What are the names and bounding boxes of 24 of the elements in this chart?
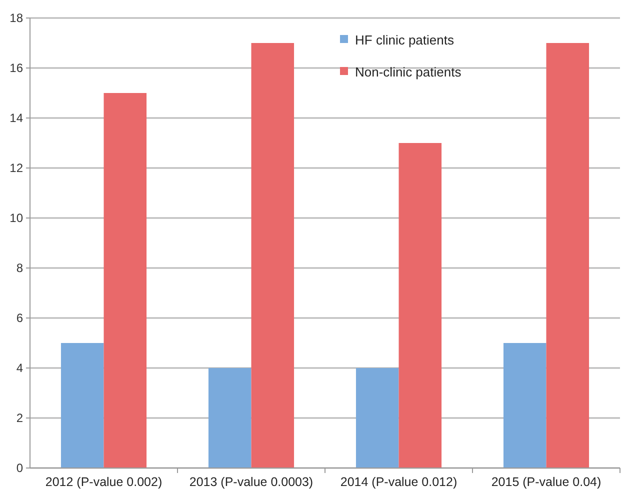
y-tick-label: 18	[10, 11, 24, 26]
bar	[104, 93, 147, 468]
y-tick-label: 6	[16, 311, 24, 326]
y-tick-label: 12	[10, 161, 24, 176]
legend-label: Non-clinic patients	[355, 64, 462, 80]
x-tick-label: 2013 (P-value 0.0003)	[189, 475, 314, 489]
y-tick-label: 16	[10, 61, 24, 76]
bar	[398, 143, 442, 468]
y-tick-label: 10	[10, 211, 24, 226]
bar	[208, 368, 252, 468]
bar	[546, 43, 590, 468]
x-tick-label: 2015 (P-value 0.04)	[491, 475, 602, 489]
x-tick-label: 2012 (P-value 0.002)	[45, 475, 162, 489]
y-tick-label: 0	[16, 461, 24, 476]
y-tick-label: 2	[16, 411, 24, 426]
x-tick-label: 2014 (P-value 0.012)	[340, 475, 458, 489]
y-tick-label: 4	[16, 361, 24, 376]
bar	[251, 43, 294, 468]
y-tick-label: 8	[16, 261, 24, 276]
y-tick-label: 14	[10, 111, 24, 126]
bar	[503, 343, 546, 468]
legend-label: HF clinic patients	[355, 32, 454, 48]
bar	[60, 343, 104, 468]
bar	[356, 368, 399, 468]
